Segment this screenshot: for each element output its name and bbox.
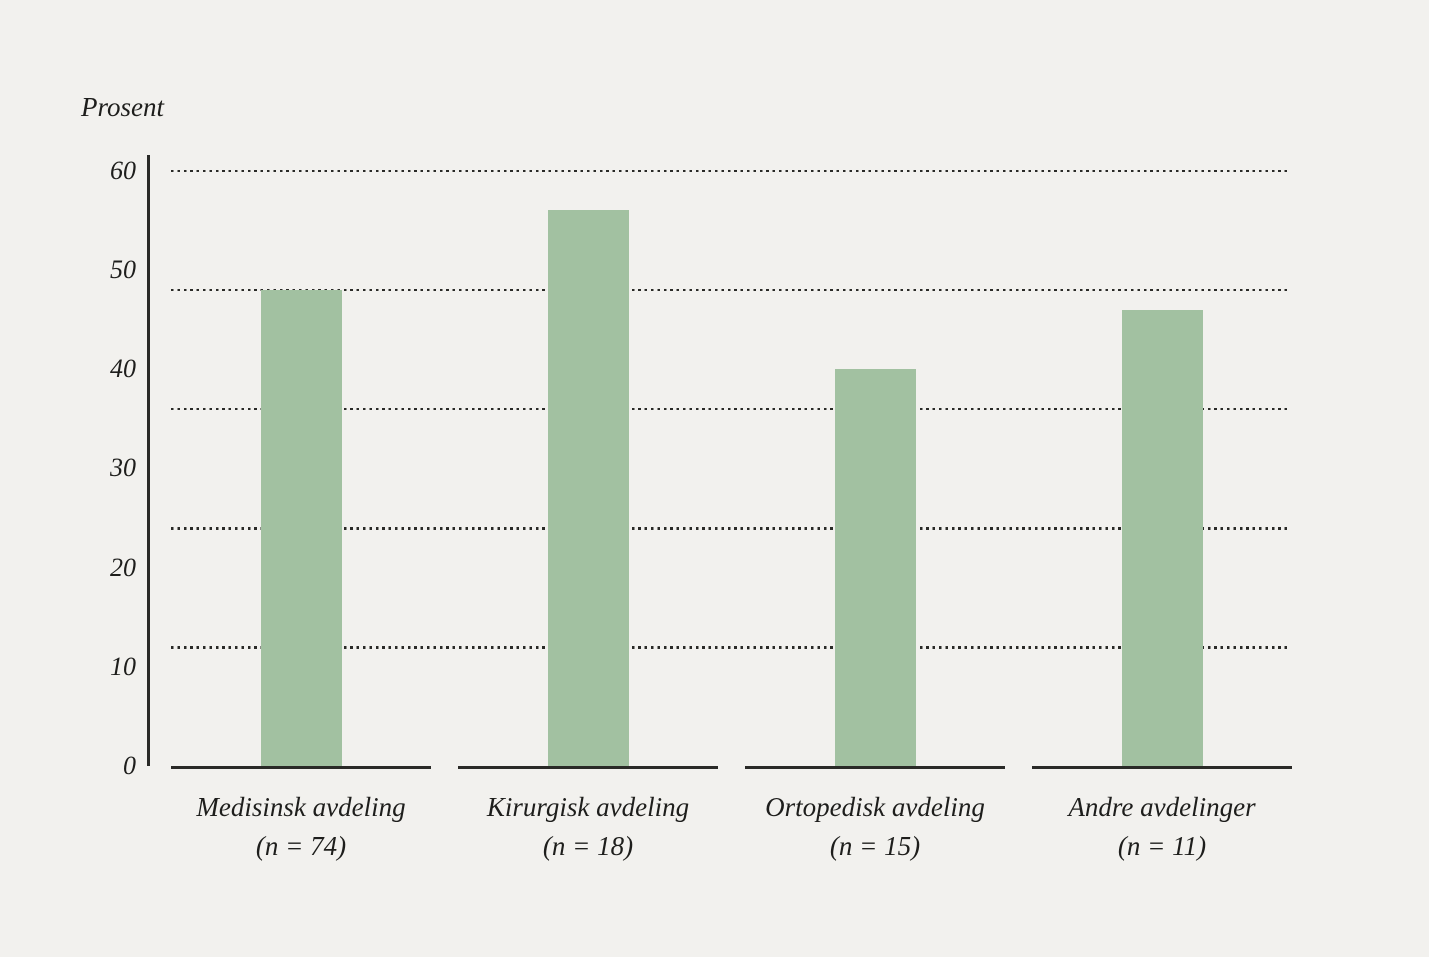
y-tick-label: 60 xyxy=(110,155,136,185)
category-label-block: Ortopedisk avdeling (n = 15) xyxy=(732,788,1019,866)
x-axis-segment xyxy=(458,765,718,769)
x-axis-segment xyxy=(1032,765,1292,769)
category-label-block: Kirurgisk avdeling (n = 18) xyxy=(445,788,732,866)
y-tick-label: 40 xyxy=(110,354,136,384)
category-label: Ortopedisk avdeling xyxy=(765,792,985,822)
gridline xyxy=(171,169,1291,173)
y-tick-label: 0 xyxy=(123,751,136,780)
gridline xyxy=(171,645,1291,649)
x-axis-segment xyxy=(171,765,431,769)
bar xyxy=(834,369,916,766)
bar xyxy=(1121,309,1203,766)
bar xyxy=(260,289,342,766)
category-sublabel: (n = 74) xyxy=(255,831,347,861)
y-axis-line xyxy=(147,155,150,766)
y-tick-label: 10 xyxy=(110,651,136,681)
category-label: Medisinsk avdeling xyxy=(196,792,406,822)
bar xyxy=(547,210,629,766)
category-label: Kirurgisk avdeling xyxy=(486,792,690,822)
category-label: Andre avdelinger xyxy=(1068,792,1256,822)
category-label-block: Andre avdelinger (n = 11) xyxy=(1019,788,1306,866)
x-axis-segment xyxy=(745,765,1005,769)
category-sublabel: (n = 11) xyxy=(1117,831,1207,861)
category-label-block: Medisinsk avdeling (n = 74) xyxy=(158,788,445,866)
y-axis-title: Prosent xyxy=(81,92,164,122)
y-tick-label: 20 xyxy=(110,552,136,582)
gridline xyxy=(171,526,1291,530)
category-sublabel: (n = 15) xyxy=(829,831,921,861)
category-sublabel: (n = 18) xyxy=(542,831,634,861)
gridline xyxy=(171,288,1291,292)
gridline xyxy=(171,407,1291,411)
y-tick-label: 30 xyxy=(110,453,136,483)
y-tick-label: 50 xyxy=(110,255,136,284)
